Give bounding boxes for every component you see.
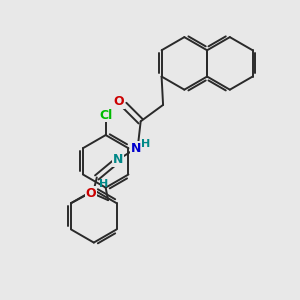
Text: O: O — [114, 95, 124, 108]
Text: O: O — [86, 187, 96, 200]
Text: Cl: Cl — [99, 109, 112, 122]
Text: H: H — [99, 179, 108, 189]
Text: H: H — [141, 139, 151, 149]
Text: N: N — [131, 142, 141, 155]
Text: N: N — [113, 153, 124, 166]
